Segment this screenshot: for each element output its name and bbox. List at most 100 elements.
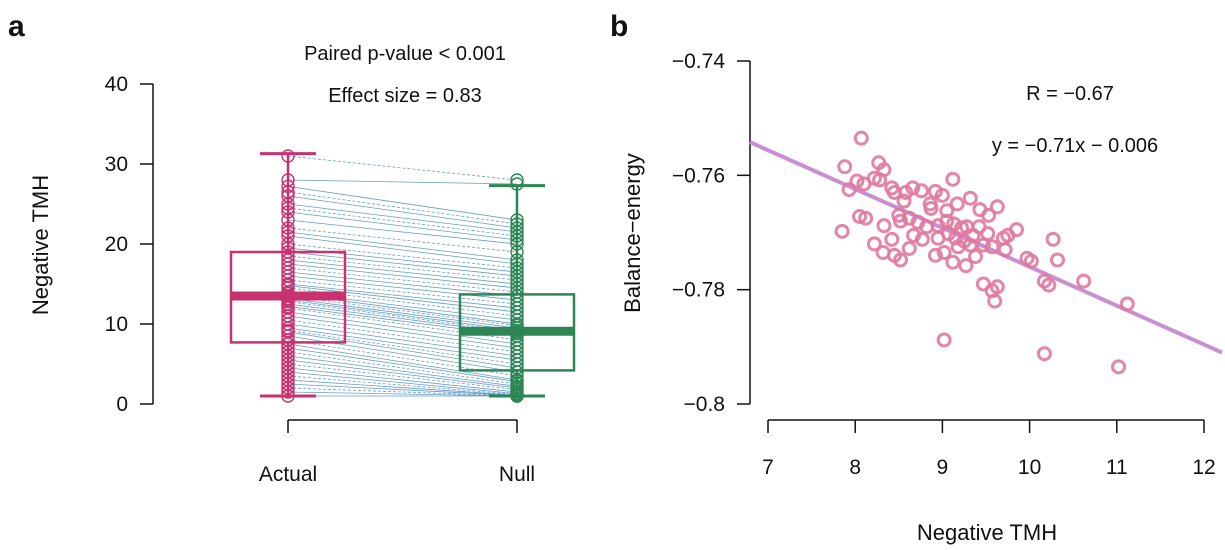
scatter-point [841,182,857,198]
paired-line [287,347,518,382]
box-points [281,149,524,403]
paired-line [287,355,518,387]
paired-line [287,207,518,237]
paired-line [287,191,518,225]
point-null [510,237,524,251]
x-tick-label-b: 10 [1018,456,1041,479]
scatter-point [987,293,1003,309]
y-axis-b: −0.8 −0.78 −0.76 −0.74 [672,50,751,416]
x-tick-label-b: 7 [762,456,774,479]
paired-line [287,379,518,396]
point-actual [281,385,295,399]
paired-line [287,287,518,317]
scatter-point [852,208,868,224]
paired-line [287,285,518,313]
point-null [510,177,524,191]
paired-line [287,267,518,293]
y-tick-label-a: 0 [116,393,128,416]
scatter-point [968,249,984,265]
scatter-point [896,193,912,209]
scatter-point [936,332,952,348]
scatter-point [947,230,963,246]
point-actual [281,149,295,163]
scatter-point [1050,252,1066,268]
scatter-point [984,239,1000,255]
y-tick-label-a: 20 [105,233,128,256]
annotation-effect-size: Effect size = 0.83 [328,85,482,107]
paired-line [287,298,518,329]
paired-line [287,227,518,253]
paired-lines [287,155,518,397]
paired-line [287,283,518,309]
scatter-point [914,231,930,247]
point-actual [281,205,295,219]
paired-line [287,243,518,269]
y-axis-title-b: Balance−energy [620,153,645,313]
paired-line [287,219,518,245]
paired-line [287,331,518,369]
paired-line [287,231,518,261]
x-tick-label-b: 8 [849,456,861,479]
paired-line [287,235,518,265]
scatter-point [962,190,978,206]
point-null [510,389,524,403]
paired-line [287,351,518,385]
scatter-point [1009,222,1025,238]
annotation-p-value: Paired p-value < 0.001 [304,43,506,65]
paired-line [287,315,518,349]
paired-line [287,179,518,185]
scatter-point [945,254,961,270]
paired-line [287,195,518,229]
x-axis-title-b: Negative TMH [917,520,1057,545]
scatter-point [945,171,961,187]
scatter-point [901,241,917,257]
scatter-points [834,130,1135,375]
paired-line [287,263,518,289]
x-tick-label-b: 11 [1106,456,1128,479]
paired-line [287,259,518,285]
scatter-point [989,199,1005,215]
paired-line [287,359,518,389]
paired-line [287,203,518,233]
x-axis-a: Actual Null [259,419,535,486]
paired-line [287,319,518,353]
y-tick-label-b: −0.78 [672,279,725,302]
scatter-point [936,245,952,261]
annotation-r: R = −0.67 [1026,83,1114,105]
scatter-point [891,207,907,223]
paired-line [287,323,518,357]
scatter-point [866,236,882,252]
paired-line [287,271,518,297]
x-tick-label-b: 12 [1192,456,1215,479]
x-tick-label-actual: Actual [259,463,317,486]
y-axis-a: 0 10 20 30 40 [105,73,154,416]
scatter-point [927,247,943,263]
paired-line [287,367,518,393]
scatter-point [1036,346,1052,362]
paired-line [287,383,518,396]
scatter-point [872,172,888,188]
scatter-point [989,279,1005,295]
scatter-point [939,203,955,219]
paired-line [287,279,518,305]
scatter-point [934,187,950,203]
paired-line [287,339,518,377]
paired-line [287,391,518,397]
y-tick-label-b: −0.76 [672,164,725,187]
scatter-point [949,196,965,212]
scatter-point [1111,359,1127,375]
x-tick-label-null: Null [499,463,535,486]
panel-b-scatter: b R = −0.67 y = −0.71x − 0.006 Balance−e… [610,10,1223,545]
paired-line [287,211,518,241]
paired-line [287,375,518,395]
scatter-point [905,180,921,196]
panel-a-boxplot: a Paired p-value < 0.001 Effect size = 0… [8,10,576,486]
paired-line [287,275,518,301]
scatter-point [1041,277,1057,293]
scatter-point [913,183,929,199]
paired-line [287,295,518,326]
paired-line [287,255,518,281]
scatter-point [853,130,869,146]
y-tick-label-b: −0.8 [684,393,725,416]
